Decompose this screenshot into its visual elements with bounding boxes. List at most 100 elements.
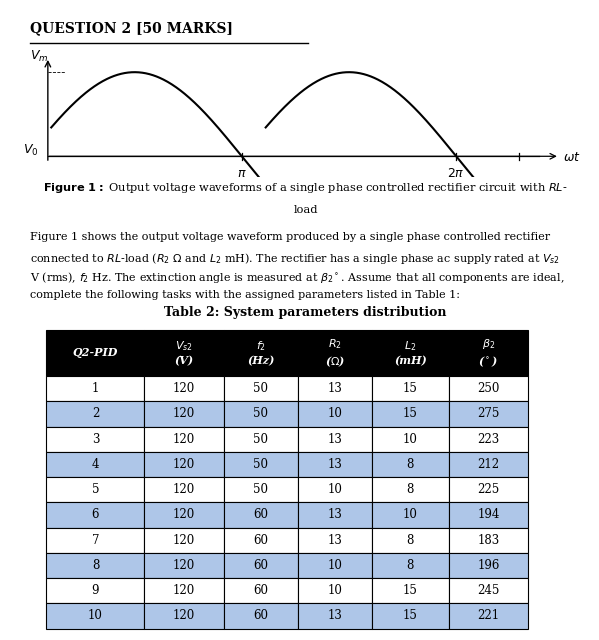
Bar (449, 452, 528, 477)
Text: 120: 120 (173, 508, 195, 522)
Bar (449, 477, 528, 502)
Bar (144, 604, 224, 628)
Text: 3: 3 (92, 433, 99, 445)
Bar (449, 502, 528, 527)
Text: 120: 120 (173, 458, 195, 471)
Text: 13: 13 (328, 609, 343, 623)
Text: 8: 8 (92, 559, 99, 572)
Text: 225: 225 (477, 483, 500, 496)
Text: 212: 212 (477, 458, 500, 471)
Bar (372, 477, 449, 502)
Bar (144, 376, 224, 401)
Bar (144, 426, 224, 452)
Bar (47, 502, 144, 527)
Bar (144, 330, 224, 376)
Text: 50: 50 (253, 408, 268, 420)
Bar (449, 578, 528, 604)
Bar (298, 553, 372, 578)
Text: 120: 120 (173, 609, 195, 623)
Text: 50: 50 (253, 433, 268, 445)
Text: 4: 4 (92, 458, 99, 471)
Text: 60: 60 (253, 534, 268, 547)
Text: 60: 60 (253, 559, 268, 572)
Text: 6: 6 (92, 508, 99, 522)
Text: 8: 8 (407, 534, 414, 547)
Bar (372, 376, 449, 401)
Text: 13: 13 (328, 508, 343, 522)
Text: 7: 7 (92, 534, 99, 547)
Bar (224, 330, 298, 376)
Text: 10: 10 (328, 408, 343, 420)
Bar (372, 553, 449, 578)
Bar (449, 426, 528, 452)
Bar (372, 426, 449, 452)
Text: 60: 60 (253, 508, 268, 522)
Text: connected to $\mathit{RL}$-load ($R_2\ \Omega$ and $L_2$ mH). The rectifier has : connected to $\mathit{RL}$-load ($R_2\ \… (29, 251, 559, 266)
Bar (144, 578, 224, 604)
Bar (224, 401, 298, 426)
Bar (144, 502, 224, 527)
Text: $V_m$: $V_m$ (31, 49, 49, 64)
Bar (47, 426, 144, 452)
Text: 120: 120 (173, 433, 195, 445)
Bar (224, 426, 298, 452)
Bar (47, 376, 144, 401)
Bar (47, 452, 144, 477)
Text: 50: 50 (253, 483, 268, 496)
Text: QUESTION 2 [50 MARKS]: QUESTION 2 [50 MARKS] (29, 21, 232, 35)
Text: $f_2$
(Hz): $f_2$ (Hz) (247, 339, 274, 367)
Bar (298, 401, 372, 426)
Bar (47, 477, 144, 502)
Text: $2\pi$: $2\pi$ (447, 167, 465, 180)
Text: 60: 60 (253, 609, 268, 623)
Text: 196: 196 (477, 559, 500, 572)
Text: 275: 275 (477, 408, 500, 420)
Text: 5: 5 (92, 483, 99, 496)
Bar (372, 604, 449, 628)
Text: 120: 120 (173, 483, 195, 496)
Text: $\beta_2$
($^\circ$): $\beta_2$ ($^\circ$) (479, 337, 498, 369)
Text: 183: 183 (477, 534, 500, 547)
Bar (298, 477, 372, 502)
Text: 15: 15 (403, 382, 418, 395)
Text: 10: 10 (403, 508, 418, 522)
Bar (372, 330, 449, 376)
Bar (144, 401, 224, 426)
Text: 10: 10 (328, 483, 343, 496)
Bar (449, 604, 528, 628)
Bar (224, 553, 298, 578)
Text: complete the following tasks with the assigned parameters listed in Table 1:: complete the following tasks with the as… (29, 290, 459, 300)
Text: 120: 120 (173, 408, 195, 420)
Text: 120: 120 (173, 382, 195, 395)
Text: 13: 13 (328, 458, 343, 471)
Text: 120: 120 (173, 559, 195, 572)
Text: 13: 13 (328, 433, 343, 445)
Text: 50: 50 (253, 382, 268, 395)
Text: V (rms), $f_2$ Hz. The extinction angle is measured at $\beta_2$$^\circ$. Assume: V (rms), $f_2$ Hz. The extinction angle … (29, 271, 564, 285)
Bar (298, 426, 372, 452)
Text: 1: 1 (92, 382, 99, 395)
Text: 60: 60 (253, 584, 268, 597)
Bar (298, 604, 372, 628)
Bar (47, 527, 144, 553)
Text: 9: 9 (92, 584, 99, 597)
Bar (224, 578, 298, 604)
Bar (298, 502, 372, 527)
Bar (372, 452, 449, 477)
Text: 13: 13 (328, 534, 343, 547)
Text: 10: 10 (403, 433, 418, 445)
Bar (372, 502, 449, 527)
Bar (298, 578, 372, 604)
Bar (144, 452, 224, 477)
Text: Q2-PID: Q2-PID (72, 348, 118, 358)
Text: 8: 8 (407, 458, 414, 471)
Bar (449, 553, 528, 578)
Text: 120: 120 (173, 584, 195, 597)
Bar (47, 604, 144, 628)
Text: 8: 8 (407, 559, 414, 572)
Bar (449, 330, 528, 376)
Bar (372, 578, 449, 604)
Text: 245: 245 (477, 584, 500, 597)
Bar (47, 553, 144, 578)
Text: $\mathbf{Figure\ 1:}$ Output voltage waveforms of a single phase controlled rect: $\mathbf{Figure\ 1:}$ Output voltage wav… (43, 181, 568, 195)
